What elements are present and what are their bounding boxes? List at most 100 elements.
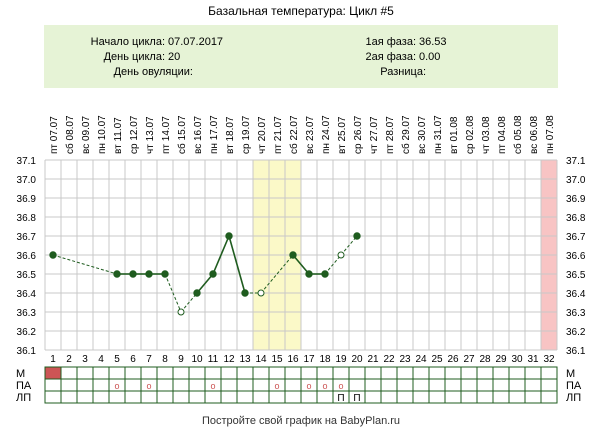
row-label-lp-right: ЛП	[566, 392, 581, 404]
lp-mark: П	[353, 393, 360, 404]
temperature-point-open	[337, 251, 345, 259]
day-number-label: 9	[178, 354, 184, 365]
day-number-label: 17	[303, 354, 315, 365]
day-number-label: 8	[162, 354, 168, 365]
day-number-label: 32	[543, 354, 555, 365]
y-tick-label: 36.5	[17, 270, 37, 281]
date-label: сб 22.07	[288, 115, 300, 154]
temperature-point	[49, 251, 57, 259]
date-label: ср 19.07	[241, 115, 252, 154]
temperature-point	[225, 232, 233, 240]
date-label: сб 15.07	[176, 115, 188, 154]
date-label: ср 02.08	[465, 115, 476, 154]
y-tick-label: 36.1	[17, 346, 37, 357]
temperature-point	[145, 270, 153, 278]
date-label: сб 08.07	[64, 115, 76, 154]
day-number-label: 22	[383, 354, 395, 365]
y-tick-label: 37.0	[566, 175, 586, 186]
y-tick-label: 36.9	[566, 194, 586, 205]
temperature-lines	[52, 235, 358, 313]
pa-mark: о	[146, 381, 151, 391]
day-number-label: 1	[50, 354, 56, 365]
date-label: пн 24.07	[321, 115, 332, 154]
row-label-lp-left: ЛП	[16, 392, 31, 404]
chart-title: Базальная температура: Цикл #5	[208, 4, 394, 18]
temperature-point	[209, 270, 217, 278]
day-number-label: 5	[114, 354, 120, 365]
lp-mark: П	[337, 393, 344, 404]
day-number-label: 25	[431, 354, 443, 365]
day-number-label: 7	[146, 354, 152, 365]
cycle-start-label: Начало цикла:	[91, 36, 165, 48]
date-label: вс 09.07	[81, 116, 92, 154]
temperature-segment-dashed	[180, 292, 198, 313]
phase2-label: 2ая фаза:	[365, 51, 416, 63]
y-tick-label: 36.2	[566, 327, 586, 338]
date-label: пн 31.07	[433, 115, 444, 154]
temperature-segment-dashed	[324, 254, 342, 275]
date-label: ср 12.07	[129, 115, 140, 154]
date-label: пн 10.07	[97, 115, 108, 154]
date-label: пн 17.07	[209, 115, 220, 154]
cycle-day-value: 20	[168, 51, 180, 63]
pa-mark: о	[322, 381, 327, 391]
day-number-labels: 1 2 3 4 5 6 7 8 9 10 11 12 13 14 15 16 17 18 19 20 21 22 23 24 2…	[50, 354, 555, 365]
temperature-segment	[196, 273, 214, 294]
temperature-point	[113, 270, 121, 278]
day-number-label: 31	[527, 354, 539, 365]
day-number-label: 26	[447, 354, 459, 365]
y-tick-label: 36.8	[566, 213, 586, 224]
day-number-label: 27	[463, 354, 475, 365]
date-label: вс 30.07	[417, 116, 428, 154]
phase2-value: 0.00	[419, 51, 440, 63]
day-number-label: 13	[239, 354, 251, 365]
date-label: пт 07.07	[49, 116, 60, 154]
temperature-segment-dashed	[340, 235, 358, 256]
day-number-label: 20	[351, 354, 363, 365]
date-label: вс 16.07	[193, 116, 204, 154]
y-tick-label: 36.3	[17, 308, 37, 319]
menstruation-mark	[45, 367, 61, 379]
pa-mark: о	[338, 381, 343, 391]
row-label-m-left: М	[16, 368, 25, 380]
date-label: ср 26.07	[353, 115, 364, 154]
day-number-label: 3	[82, 354, 88, 365]
day-number-label: 16	[287, 354, 299, 365]
y-tick-label: 36.7	[17, 232, 37, 243]
y-tick-label: 37.1	[566, 156, 586, 167]
day-number-label: 11	[208, 354, 219, 365]
y-tick-label: 36.7	[566, 232, 586, 243]
pa-mark: о	[274, 381, 279, 391]
temperature-point	[129, 270, 137, 278]
day-number-label: 2	[66, 354, 72, 365]
day-number-label: 18	[319, 354, 331, 365]
y-tick-label: 36.4	[17, 289, 37, 300]
date-label: пт 28.07	[385, 116, 396, 154]
day-number-label: 24	[415, 354, 427, 365]
day-number-label: 12	[223, 354, 235, 365]
y-tick-label: 37.1	[17, 156, 37, 167]
temperature-point	[353, 232, 361, 240]
day-number-label: 23	[399, 354, 411, 365]
ovulation-day-label: День овуляции:	[114, 66, 193, 78]
date-label: чт 03.08	[481, 116, 492, 154]
day-number-label: 21	[367, 354, 379, 365]
date-labels: пт 07.07 сб 08.07 вс 09.07 пн 10.07 вт 11.07…	[49, 115, 556, 154]
y-tick-label: 37.0	[17, 175, 37, 186]
temperature-points	[49, 232, 361, 316]
row-label-pa-left: ПА	[16, 380, 32, 392]
day-number-label: 19	[335, 354, 347, 365]
row-label-m-right: М	[566, 368, 575, 380]
marks-table: о о о о о о оП П	[44, 366, 558, 404]
footer-link[interactable]: Постройте свой график на BabyPlan.ru	[202, 415, 400, 427]
temperature-segment-dashed	[164, 273, 182, 313]
phase1-value: 36.53	[419, 36, 447, 48]
day-number-label: 15	[271, 354, 283, 365]
y-tick-label: 36.6	[566, 251, 586, 262]
info-panel	[44, 25, 558, 88]
temperature-point-open	[257, 289, 265, 297]
date-label: вт 18.07	[225, 116, 236, 154]
date-label: вс 23.07	[305, 116, 316, 154]
row-label-pa-right: ПА	[566, 380, 582, 392]
pa-mark: о	[114, 381, 119, 391]
